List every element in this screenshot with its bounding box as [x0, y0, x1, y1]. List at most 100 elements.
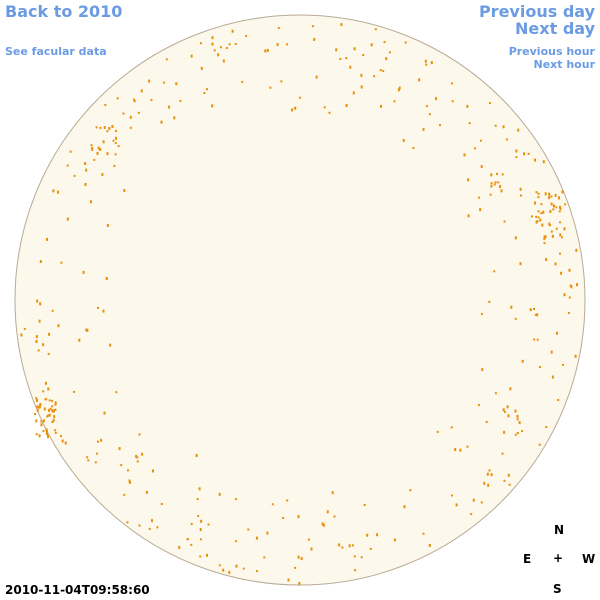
facula [550, 195, 553, 198]
facula [521, 359, 524, 363]
facula [217, 53, 220, 57]
facula [422, 127, 425, 131]
facula [116, 97, 119, 100]
facula [552, 208, 555, 211]
facula [468, 122, 471, 125]
facula [542, 160, 545, 164]
facula [418, 78, 421, 82]
facula [537, 216, 540, 219]
facula [385, 57, 388, 61]
facula [51, 399, 54, 402]
facula [115, 129, 117, 132]
facula [563, 227, 566, 231]
facula [96, 151, 99, 155]
facula [490, 184, 493, 188]
facula [382, 70, 385, 73]
facula [73, 174, 76, 177]
facula [162, 81, 165, 84]
facula [562, 363, 564, 366]
facula [548, 196, 551, 200]
facula [43, 407, 46, 411]
facula [222, 568, 225, 572]
facula [255, 536, 258, 540]
facula [138, 433, 141, 436]
facula [555, 206, 558, 209]
facula [117, 145, 120, 148]
facula [178, 545, 181, 549]
facula [479, 139, 482, 142]
facula [247, 528, 250, 531]
facula [115, 136, 117, 140]
facula [436, 430, 439, 433]
facula [234, 498, 237, 501]
facula [206, 553, 208, 557]
facula [211, 36, 214, 40]
facula [559, 252, 561, 255]
facula [515, 156, 518, 159]
facula [135, 454, 138, 458]
back-link[interactable]: Back to 2010 [5, 2, 123, 21]
facula [534, 201, 536, 205]
facula [234, 540, 237, 543]
facula [369, 547, 372, 550]
facula [54, 431, 57, 434]
facula [165, 58, 168, 61]
facula [507, 473, 510, 477]
facula [340, 23, 343, 27]
facula [219, 46, 222, 49]
facula [66, 164, 69, 167]
facula [78, 338, 81, 342]
facula [213, 49, 216, 52]
facula [20, 333, 23, 337]
facula [242, 567, 245, 570]
facula [544, 235, 547, 239]
facula [136, 456, 139, 459]
facula [409, 489, 412, 492]
previous-hour-link[interactable]: Previous hour [508, 45, 595, 58]
facula [35, 433, 38, 436]
facula [516, 418, 519, 421]
facula [97, 440, 99, 443]
facula [349, 65, 352, 69]
facula [393, 538, 396, 542]
facula [352, 544, 354, 547]
facula [195, 454, 198, 457]
facula [269, 86, 272, 89]
facula [341, 546, 344, 549]
facula [545, 258, 548, 261]
facula [277, 26, 280, 29]
facula [112, 139, 115, 142]
facula [549, 210, 552, 213]
facula [567, 311, 570, 314]
facula [264, 49, 267, 53]
facula [47, 435, 49, 439]
facula [126, 521, 129, 524]
facula [574, 354, 577, 358]
facula [425, 105, 428, 108]
facula [333, 515, 336, 518]
facula [422, 532, 425, 535]
facula [228, 570, 231, 574]
facula [54, 429, 57, 432]
facula [514, 317, 517, 320]
facular-link[interactable]: See facular data [5, 45, 107, 58]
facula [474, 147, 476, 150]
facula [527, 152, 530, 155]
facula [198, 487, 201, 491]
facula [207, 523, 210, 526]
next-day-link[interactable]: Next day [515, 19, 595, 38]
facula [46, 429, 48, 432]
next-hour-link[interactable]: Next hour [533, 58, 596, 71]
facula [360, 556, 363, 559]
facula [52, 418, 55, 422]
facula [509, 387, 512, 391]
facula [52, 189, 55, 193]
previous-day-link[interactable]: Previous day [478, 2, 595, 21]
facula [315, 75, 318, 79]
facula [370, 43, 373, 47]
facula [211, 104, 214, 108]
facula [353, 555, 356, 558]
facula [51, 309, 54, 312]
facula [115, 391, 118, 394]
facula [23, 327, 26, 330]
